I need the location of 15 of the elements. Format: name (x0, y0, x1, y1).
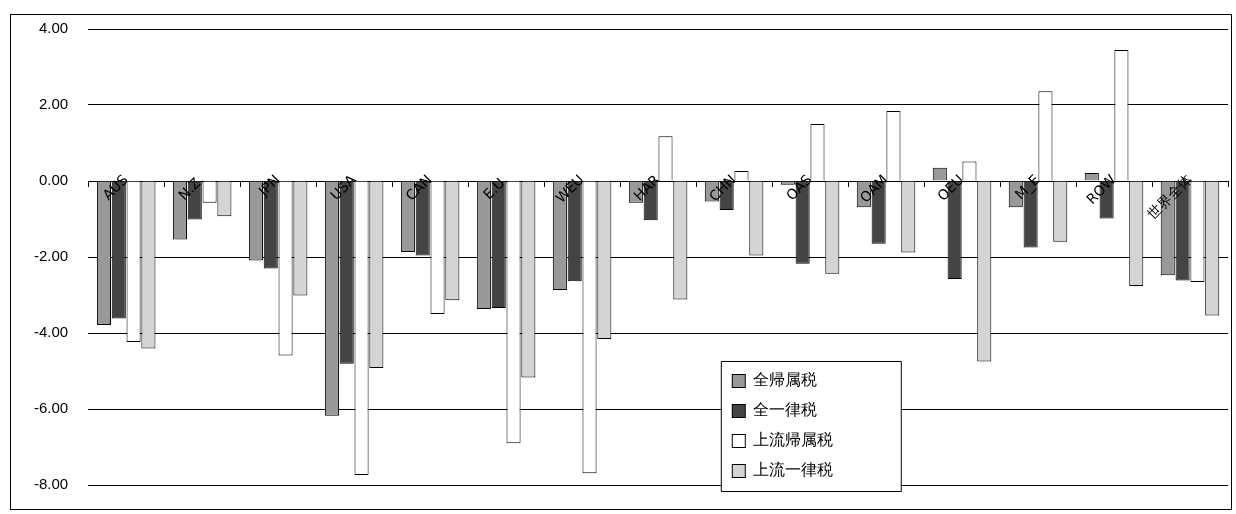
y-tick-label: 2.00 (38, 95, 69, 113)
legend-label: 全帰属税 (752, 370, 817, 390)
y-tick-label: -8.00 (33, 475, 69, 493)
x-tick-label: 世界全体 (1143, 171, 1195, 223)
x-tick-label: E.U. (479, 171, 511, 203)
x-tick-label: USA (327, 171, 360, 204)
legend-label: 上流一律税 (752, 460, 833, 480)
y-tick-label: -2.00 (33, 247, 69, 265)
y-tick-label: 0.00 (38, 171, 69, 189)
legend-label: 全一律税 (752, 400, 817, 420)
y-tick-label: -4.00 (33, 323, 69, 341)
legend-label: 上流帰属税 (752, 430, 833, 450)
y-tick-label: -6.00 (33, 399, 69, 417)
y-tick-label: 4.00 (38, 19, 69, 37)
x-tick-label: N.Z. (175, 171, 207, 204)
